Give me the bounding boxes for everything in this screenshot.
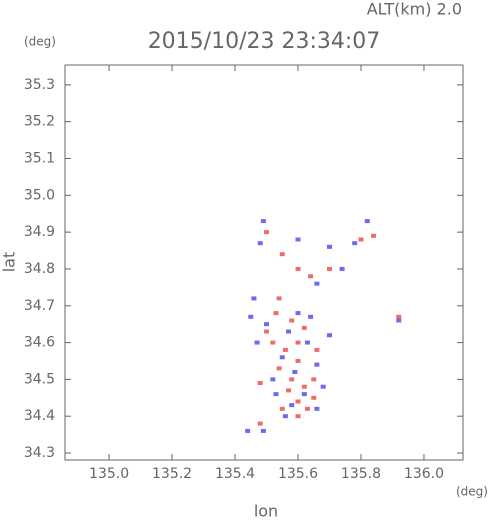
y-tick-label: 34.4 — [24, 408, 55, 424]
y-tick-label: 34.8 — [24, 261, 55, 277]
x-tick-label: 135.4 — [215, 466, 255, 482]
point — [289, 377, 295, 382]
x-axis-label: lon — [254, 502, 278, 521]
point — [257, 381, 263, 386]
point — [245, 428, 251, 433]
point — [304, 406, 310, 411]
point — [282, 347, 288, 352]
x-tick-label: 135.6 — [278, 466, 318, 482]
point — [326, 266, 332, 271]
point — [314, 347, 320, 352]
y-axis-label: lat — [0, 252, 19, 273]
point — [270, 377, 276, 382]
point — [260, 219, 266, 224]
point — [314, 406, 320, 411]
plot-frame — [64, 64, 464, 461]
point — [295, 340, 301, 345]
point — [251, 296, 257, 301]
point — [295, 399, 301, 404]
y-tick-label: 34.9 — [24, 224, 55, 240]
point — [292, 370, 298, 375]
point — [257, 241, 263, 246]
point — [295, 358, 301, 363]
point — [295, 237, 301, 242]
point — [270, 340, 276, 345]
point — [264, 230, 270, 235]
x-tick-label: 135.0 — [89, 466, 129, 482]
point — [279, 355, 285, 360]
point — [279, 406, 285, 411]
point — [289, 318, 295, 323]
point — [273, 392, 279, 397]
point — [282, 414, 288, 419]
y-tick-label: 34.5 — [24, 371, 55, 387]
point — [254, 340, 260, 345]
point — [286, 388, 292, 393]
chart-title: 2015/10/23 23:34:07 — [148, 29, 381, 54]
point — [295, 311, 301, 316]
point — [301, 325, 307, 330]
x-unit: (deg) — [456, 485, 488, 499]
point — [371, 233, 377, 238]
point — [308, 314, 314, 319]
x-tick-label: 135.2 — [152, 466, 192, 482]
point — [314, 281, 320, 286]
point — [264, 322, 270, 327]
point — [352, 241, 358, 246]
point — [286, 329, 292, 334]
point — [396, 314, 402, 319]
point — [364, 219, 370, 224]
point — [257, 421, 263, 426]
y-unit: (deg) — [24, 35, 56, 49]
point — [301, 392, 307, 397]
point — [295, 266, 301, 271]
y-tick-label: 34.6 — [24, 335, 55, 351]
point — [339, 266, 345, 271]
point — [396, 318, 402, 323]
point — [301, 384, 307, 389]
y-tick-label: 35.0 — [24, 187, 55, 203]
y-tick-label: 35.2 — [24, 114, 55, 130]
point — [311, 377, 317, 382]
point — [326, 333, 332, 338]
point — [260, 428, 266, 433]
point — [279, 252, 285, 257]
point — [289, 403, 295, 408]
y-tick-label: 35.3 — [24, 77, 55, 93]
point — [326, 244, 332, 249]
point — [264, 329, 270, 334]
point — [248, 314, 254, 319]
point — [295, 414, 301, 419]
point — [358, 237, 364, 242]
point — [320, 384, 326, 389]
point — [308, 274, 314, 279]
point — [311, 395, 317, 400]
y-tick-label: 35.1 — [24, 151, 55, 167]
point — [304, 340, 310, 345]
point — [273, 311, 279, 316]
altitude-label: ALT(km) 2.0 — [367, 0, 462, 19]
x-tick-label: 136.0 — [404, 466, 444, 482]
point — [276, 296, 282, 301]
x-tick-label: 135.8 — [341, 466, 381, 482]
point — [314, 362, 320, 367]
point — [276, 366, 282, 371]
y-tick-label: 34.3 — [24, 445, 55, 461]
y-tick-label: 34.7 — [24, 298, 55, 314]
